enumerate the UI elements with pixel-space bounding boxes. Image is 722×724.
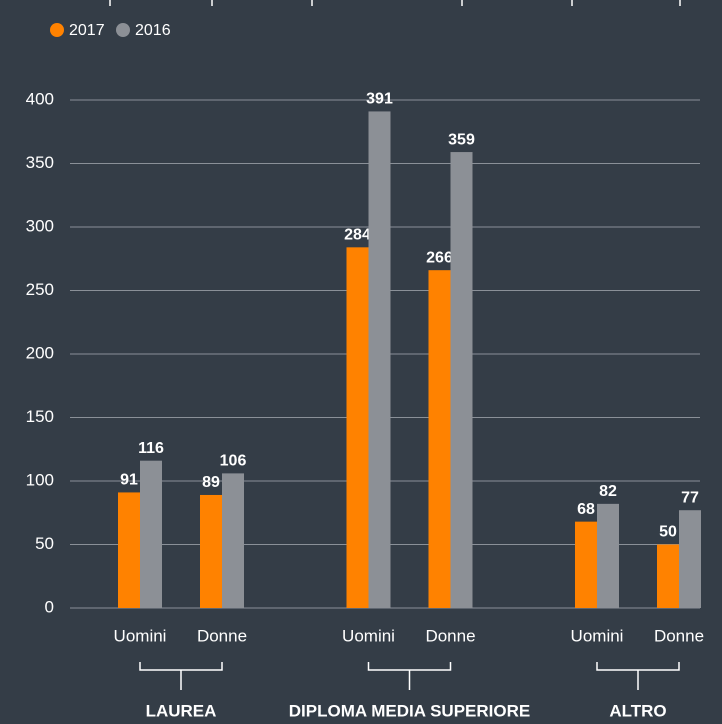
group-label: ALTRO — [609, 701, 666, 720]
bar — [140, 460, 162, 608]
bar — [679, 510, 701, 608]
group-bracket — [596, 662, 680, 690]
bar — [657, 544, 679, 608]
bar — [450, 152, 473, 608]
value-label: 68 — [577, 501, 595, 518]
legend-label: 2017 — [69, 22, 105, 39]
y-tick-label: 50 — [35, 534, 54, 553]
bar — [346, 247, 369, 608]
group-label: LAUREA — [146, 701, 217, 720]
group-bracket — [367, 662, 452, 690]
bar — [200, 494, 222, 608]
y-tick-label: 300 — [26, 216, 54, 235]
value-label: 359 — [448, 131, 475, 148]
bar — [118, 492, 140, 608]
legend-swatch — [50, 23, 64, 37]
x-tick-label: Uomini — [571, 626, 624, 645]
top-decor — [109, 0, 681, 6]
legend-swatch — [116, 23, 130, 37]
y-tick-label: 100 — [26, 470, 54, 489]
value-label: 77 — [681, 489, 699, 506]
x-tick-label: Donne — [654, 626, 704, 645]
value-label: 106 — [220, 453, 247, 470]
y-tick-label: 200 — [26, 343, 54, 362]
bar — [575, 521, 597, 608]
y-tick-label: 150 — [26, 407, 54, 426]
y-tick-label: 400 — [26, 89, 54, 108]
value-label: 50 — [659, 524, 677, 541]
value-label: 284 — [344, 227, 371, 244]
x-tick-label: Uomini — [342, 626, 395, 645]
group-label: DIPLOMA MEDIA SUPERIORE — [289, 701, 530, 720]
y-tick-label: 250 — [26, 280, 54, 299]
x-tick-label: Donne — [425, 626, 475, 645]
value-label: 89 — [202, 474, 220, 491]
x-tick-label: Donne — [197, 626, 247, 645]
bar — [222, 473, 244, 608]
value-label: 91 — [120, 472, 138, 489]
value-label: 116 — [138, 440, 164, 457]
group-bracket — [139, 662, 223, 690]
x-tick-label: Uomini — [114, 626, 167, 645]
value-label: 266 — [426, 249, 453, 266]
legend-label: 2016 — [135, 22, 171, 39]
bar — [428, 270, 451, 608]
bar — [597, 503, 619, 608]
y-tick-label: 350 — [26, 153, 54, 172]
bar — [368, 111, 391, 609]
value-label: 82 — [599, 483, 617, 500]
value-label: 391 — [366, 91, 393, 108]
y-tick-label: 0 — [45, 597, 54, 616]
